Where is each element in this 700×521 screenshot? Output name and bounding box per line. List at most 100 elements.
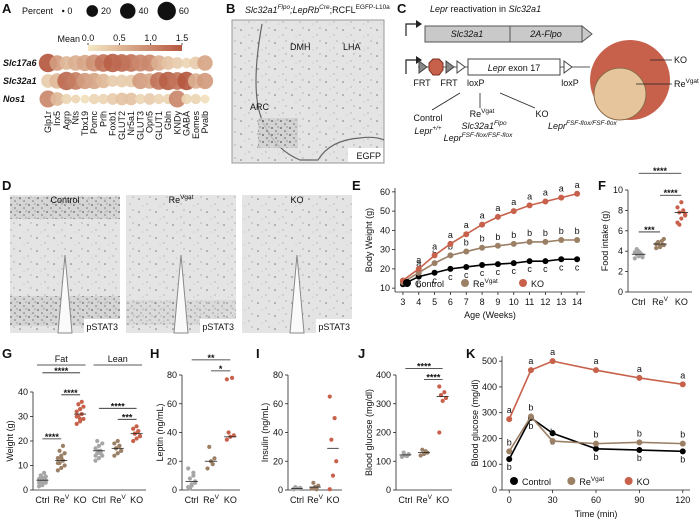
legend-label: KO xyxy=(531,279,544,289)
marker xyxy=(463,263,470,270)
y-tick-label: 40 xyxy=(18,387,28,397)
column-label: Nr5a1 xyxy=(126,111,136,136)
significance-letter: b xyxy=(680,430,685,440)
legend-marker xyxy=(624,477,633,485)
x-tick-label: 7 xyxy=(464,297,469,307)
significance-letter: a xyxy=(543,187,548,197)
data-point xyxy=(327,487,332,492)
tissue-outline xyxy=(255,23,385,161)
legend-label: KO xyxy=(637,477,650,487)
data-point xyxy=(638,253,643,258)
x-tick-label: KO xyxy=(224,495,237,505)
y-tick-label: 0 xyxy=(278,485,283,495)
legend-title: Mean xyxy=(57,34,80,44)
text-run: Re xyxy=(579,477,591,487)
marker xyxy=(549,430,556,437)
y-tick-label: 30 xyxy=(18,412,28,422)
significance-letter: a xyxy=(637,364,642,374)
legend-label: 0 xyxy=(67,6,72,16)
data-point xyxy=(399,454,405,460)
text-run: Lepr xyxy=(444,133,463,143)
label-box xyxy=(200,319,236,333)
y-tick-label: 10 xyxy=(613,185,623,195)
marker xyxy=(447,252,454,259)
y-tick-label: 80 xyxy=(167,370,177,380)
column-label: Irx5 xyxy=(52,111,62,126)
data-point xyxy=(655,239,661,245)
legend-label: Control xyxy=(522,477,551,487)
marker xyxy=(574,190,581,197)
significance-letter: a xyxy=(527,191,532,201)
arrowhead xyxy=(416,20,422,28)
panel-label: G xyxy=(2,346,12,361)
venn-label: ReVgat xyxy=(674,78,699,89)
legend-label: 60 xyxy=(179,6,189,16)
data-point xyxy=(224,377,229,382)
x-tick-label: KO xyxy=(436,495,449,505)
data-point xyxy=(74,414,79,419)
marker xyxy=(593,440,599,447)
data-point xyxy=(112,441,117,446)
data-point xyxy=(131,426,136,431)
y-tick-label: 2 xyxy=(618,267,623,277)
dot xyxy=(61,93,72,105)
superscript: V xyxy=(121,494,126,501)
marker xyxy=(574,256,581,263)
panel-label: J xyxy=(358,346,365,361)
y-tick-label: 400 xyxy=(482,382,497,392)
data-point xyxy=(186,466,191,471)
significance-label: **** xyxy=(664,188,679,198)
y-tick-label: 40 xyxy=(167,428,177,438)
text-run: Re xyxy=(674,79,686,89)
significance-letter: a xyxy=(432,241,437,251)
significance-letter: b xyxy=(637,428,642,438)
data-point xyxy=(62,463,67,468)
x-tick-label: 5 xyxy=(432,297,437,307)
data-point xyxy=(654,246,659,251)
y-tick-label: 10 xyxy=(18,461,28,471)
marker xyxy=(463,248,470,255)
text-run: Slc32a1 xyxy=(245,5,278,15)
x-tick-label: 10 xyxy=(509,297,519,307)
data-point xyxy=(79,399,84,404)
legend-label: Control xyxy=(415,279,444,289)
series-line xyxy=(508,360,683,420)
data-point xyxy=(442,390,447,395)
significance-letter: b xyxy=(550,427,555,437)
dot xyxy=(71,94,81,104)
column-label: GLUT2 xyxy=(117,111,127,140)
marker xyxy=(506,448,513,455)
significance-letter: a xyxy=(495,203,500,213)
superscript: Vgat xyxy=(180,194,194,201)
marker xyxy=(479,221,486,228)
y-tick-label: 6 xyxy=(618,226,623,236)
x-tick-label: 11 xyxy=(525,297,534,307)
data-point xyxy=(74,421,79,426)
data-point xyxy=(205,466,210,471)
data-point xyxy=(119,448,124,453)
data-point xyxy=(55,460,60,466)
data-point xyxy=(632,250,637,255)
dot xyxy=(88,93,100,105)
significance-letter: c xyxy=(575,262,580,272)
superscript: V xyxy=(428,494,433,501)
y-tick-label: 300 xyxy=(482,408,497,418)
text-run: Re xyxy=(307,495,319,505)
superscript: V xyxy=(319,494,324,501)
x-tick-label: 3 xyxy=(400,297,405,307)
x-tick-label: 12 xyxy=(540,297,550,307)
significance-letter: b xyxy=(480,234,485,244)
marker xyxy=(558,194,565,201)
dot xyxy=(197,55,213,71)
x-tick-label: KO xyxy=(130,495,143,505)
y-tick-label: 0 xyxy=(492,485,497,495)
x-tick-label: ReV xyxy=(53,494,70,505)
data-point xyxy=(675,205,680,210)
y-tick-label: 400 xyxy=(376,370,391,380)
text-run: Re xyxy=(203,495,215,505)
text-run: Re xyxy=(473,279,485,289)
y-axis-label: Blood glucose (mg/dl) xyxy=(470,379,480,466)
x-tick-label: 30 xyxy=(548,495,558,505)
y-tick-label: 20 xyxy=(380,264,390,274)
region-label: ARC xyxy=(250,102,270,112)
